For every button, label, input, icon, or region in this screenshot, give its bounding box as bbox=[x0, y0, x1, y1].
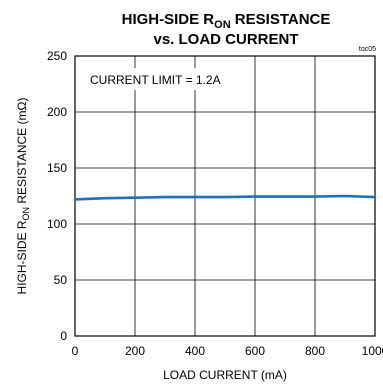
figure-code: toc05 bbox=[359, 46, 376, 53]
x-axis-ticks: 0 200 400 600 800 1000 bbox=[72, 344, 383, 358]
chart-title-line-1: HIGH-SIDE RON RESISTANCE bbox=[122, 11, 331, 31]
x-tick-label: 200 bbox=[125, 344, 145, 358]
chart-title-line-2: vs. LOAD CURRENT bbox=[153, 31, 298, 48]
series-line bbox=[73, 194, 377, 201]
y-axis-ticks: 0 50 100 150 200 250 bbox=[47, 49, 67, 343]
y-tick-label: 150 bbox=[47, 161, 67, 175]
current-limit-annotation: CURRENT LIMIT = 1.2A bbox=[90, 73, 221, 87]
y-axis-label: HIGH-SIDE RON RESISTANCE (mΩ) bbox=[15, 98, 31, 295]
y-tick-label: 50 bbox=[54, 273, 68, 287]
x-tick-label: 0 bbox=[72, 344, 79, 358]
y-tick-label: 100 bbox=[47, 217, 67, 231]
x-tick-label: 600 bbox=[245, 344, 265, 358]
annotation-box bbox=[84, 68, 234, 90]
x-axis-label: LOAD CURRENT (mA) bbox=[163, 368, 287, 382]
y-tick-label: 0 bbox=[60, 329, 67, 343]
x-tick-label: 800 bbox=[305, 344, 325, 358]
x-tick-label: 400 bbox=[185, 344, 205, 358]
y-tick-label: 250 bbox=[47, 49, 67, 63]
x-tick-label: 1000 bbox=[362, 344, 383, 358]
y-tick-label: 200 bbox=[47, 105, 67, 119]
